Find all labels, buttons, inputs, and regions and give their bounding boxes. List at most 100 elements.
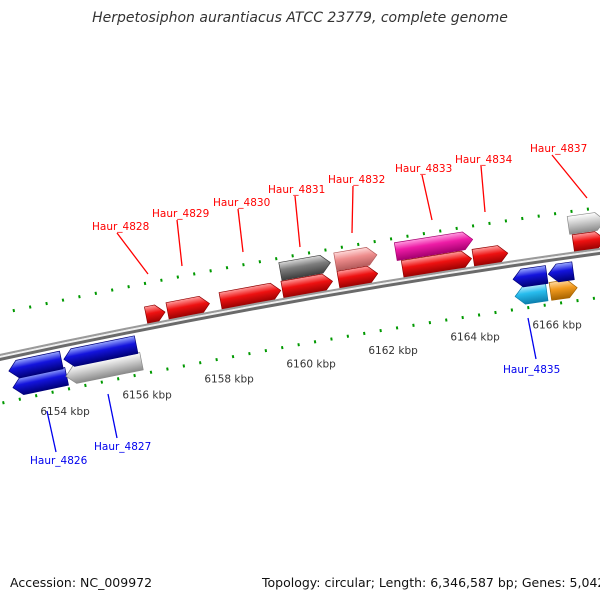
leader-line-Haur_4833: [421, 174, 433, 221]
ruler-tick: [576, 298, 579, 303]
gene-arrow-Haur_4837[interactable]: [566, 211, 600, 235]
ruler-tick: [51, 390, 54, 394]
accession-text: Accession: NC_009972: [10, 575, 153, 590]
ruler-tick: [61, 298, 65, 302]
ruler-tick: [406, 234, 409, 238]
gene-label-Haur_4834[interactable]: Haur_4834: [455, 154, 513, 166]
ruler-tick: [78, 295, 81, 299]
kbp-label: 6160 kbp: [286, 359, 336, 371]
ruler-tick: [274, 257, 278, 261]
gene-arrow-Haur_4831[interactable]: [278, 254, 332, 281]
ruler-tick: [149, 370, 153, 374]
gene-label-Haur_4828[interactable]: Haur_4828: [92, 221, 149, 233]
ruler-tick: [182, 364, 186, 368]
leader-line-Haur_4826: [46, 410, 57, 453]
ruler-tick: [422, 231, 426, 236]
gene-label-Haur_4831[interactable]: Haur_4831: [268, 184, 325, 196]
kbp-label: 6166 kbp: [532, 320, 582, 332]
ruler-tick: [18, 397, 22, 401]
gene-arrow-rev-gene-a[interactable]: [7, 350, 64, 380]
gene-arrow-Haur_4828[interactable]: [144, 303, 166, 325]
gene-arrow-rev-gene-e[interactable]: [548, 279, 578, 301]
gene-arrow-cds-4833[interactable]: [400, 250, 473, 279]
ruler-tick: [176, 275, 180, 279]
ruler-tick: [34, 394, 38, 398]
gene-label-Haur_4829[interactable]: Haur_4829: [152, 208, 209, 220]
ruler-tick: [215, 357, 218, 362]
ruler-tick: [116, 377, 120, 381]
ruler-tick: [389, 237, 393, 241]
kbp-label: 6156 kbp: [122, 389, 172, 401]
ruler-tick: [559, 301, 563, 305]
kbp-label: 6154 kbp: [40, 406, 90, 418]
leader-line-Haur_4828: [116, 232, 149, 275]
map-title: Herpetosiphon aurantiacus ATCC 23779, co…: [92, 10, 508, 26]
ruler-tick: [225, 266, 229, 270]
ruler-tick: [264, 348, 268, 353]
gene-arrow-Haur_4832[interactable]: [333, 246, 379, 272]
ruler-tick: [330, 337, 333, 341]
ruler-tick: [133, 373, 136, 378]
ruler-tick: [45, 301, 48, 306]
ruler-tick: [28, 305, 32, 309]
ruler-tick: [100, 380, 104, 384]
gene-arrow-cds-4831[interactable]: [280, 272, 334, 300]
ruler-tick: [12, 308, 16, 313]
ruler-tick: [543, 303, 546, 307]
ruler-tick: [428, 320, 432, 325]
gene-label-Haur_4830[interactable]: Haur_4830: [213, 197, 270, 209]
gene-arrow-rev-gene-c[interactable]: [512, 265, 549, 289]
gene-label-Haur_4827[interactable]: Haur_4827: [94, 441, 151, 453]
ruler-tick: [455, 226, 458, 231]
leader-line-Haur_4827: [107, 393, 118, 439]
gene-label-Haur_4826[interactable]: Haur_4826: [30, 455, 88, 467]
gene-label-Haur_4833[interactable]: Haur_4833: [395, 163, 452, 175]
ruler-tick: [94, 291, 98, 295]
kbp-label: 6158 kbp: [204, 374, 254, 386]
ruler-tick: [127, 285, 130, 289]
kbp-label: 6162 kbp: [368, 345, 418, 357]
ruler-tick: [84, 383, 87, 388]
gene-label-Haur_4837[interactable]: Haur_4837: [530, 143, 587, 155]
ruler-tick: [521, 216, 524, 221]
leader-line-Haur_4831: [294, 195, 301, 248]
gene-arrow-Haur_4835[interactable]: [514, 282, 549, 305]
ruler-tick: [445, 318, 448, 322]
gene-label-Haur_4832[interactable]: Haur_4832: [328, 174, 385, 186]
gene-arrow-cds-4837[interactable]: [571, 230, 600, 253]
gene-arrow-Haur_4833[interactable]: [393, 231, 474, 261]
kbp-labels: 6154 kbp 6156 kbp 6158 kbp 6160 kbp 6162 kbp…: [40, 320, 582, 419]
leader-line-Haur_4834: [480, 165, 486, 213]
ruler-tick: [231, 354, 235, 359]
leader-line-Haur_4829: [176, 219, 183, 267]
ruler-tick: [471, 224, 475, 228]
ruler-tick: [160, 278, 163, 282]
ruler-tick: [192, 272, 196, 276]
ruler-tick: [488, 221, 491, 226]
ruler-tick: [2, 401, 5, 405]
ruler-tick: [553, 212, 557, 216]
kbp-label: 6164 kbp: [450, 332, 500, 344]
gene-arrow-Haur_4834[interactable]: [471, 244, 509, 268]
leader-line-Haur_4832: [351, 185, 354, 234]
gene-label-Haur_4835[interactable]: Haur_4835: [503, 364, 560, 376]
gene-arrow-rev-gene-b[interactable]: [62, 335, 139, 368]
ruler-tick: [357, 242, 360, 247]
ruler-tick: [258, 260, 262, 264]
ruler-tick: [198, 361, 202, 365]
gene-arrow-Haur_4830[interactable]: [218, 282, 282, 311]
ruler-tick: [280, 345, 284, 350]
ruler-tick: [373, 239, 376, 244]
ruler-tick: [439, 229, 442, 233]
ruler-tick: [324, 248, 327, 252]
gene-arrow-rev-gene-d[interactable]: [547, 261, 575, 283]
ruler-tick: [110, 288, 114, 292]
gene-tracks: [7, 211, 600, 395]
leader-line-Haur_4835: [527, 317, 537, 360]
ruler-tick: [494, 310, 497, 315]
ruler-tick: [412, 323, 415, 327]
ruler-tick: [395, 326, 399, 330]
ruler-tick: [340, 245, 344, 249]
ruler-tick: [242, 263, 245, 267]
